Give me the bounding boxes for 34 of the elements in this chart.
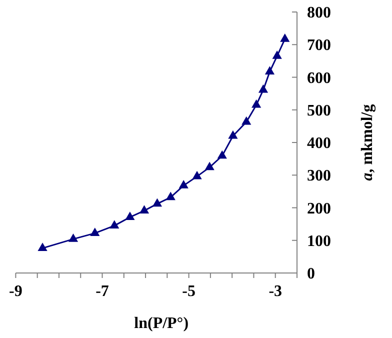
point bbox=[152, 198, 162, 207]
point bbox=[90, 228, 100, 236]
point bbox=[192, 170, 202, 180]
point bbox=[272, 50, 282, 59]
y-axis-title: a, mkmol/g bbox=[359, 104, 376, 181]
y-tick-label: 300 bbox=[307, 168, 331, 185]
point bbox=[125, 212, 135, 220]
point bbox=[110, 220, 120, 228]
y-tick-label: 700 bbox=[307, 37, 331, 54]
y-tick-label: 400 bbox=[307, 135, 331, 152]
point bbox=[228, 130, 238, 139]
y-tick-label: 600 bbox=[307, 70, 331, 87]
x-tick-label: -5 bbox=[182, 283, 196, 300]
point bbox=[258, 84, 268, 93]
point bbox=[166, 192, 176, 200]
point bbox=[178, 180, 188, 188]
point bbox=[264, 66, 275, 74]
point bbox=[68, 234, 78, 242]
point bbox=[204, 162, 214, 170]
x-tick-label: -3 bbox=[268, 283, 282, 300]
point bbox=[242, 116, 252, 125]
y-tick-label: 0 bbox=[307, 266, 315, 282]
x-tick-label: -9 bbox=[9, 283, 22, 300]
y-tick-label: 500 bbox=[307, 102, 331, 120]
x-axis-title: ln(P/P°) bbox=[134, 315, 189, 332]
point bbox=[139, 205, 150, 214]
point bbox=[38, 242, 48, 251]
point bbox=[280, 34, 290, 42]
x-tick-label: -7 bbox=[96, 283, 109, 300]
point bbox=[252, 99, 262, 108]
y-tick-label: 100 bbox=[307, 232, 331, 250]
y-tick-label: 800 bbox=[307, 4, 331, 22]
y-tick-label: 200 bbox=[307, 200, 331, 218]
point bbox=[217, 150, 227, 159]
